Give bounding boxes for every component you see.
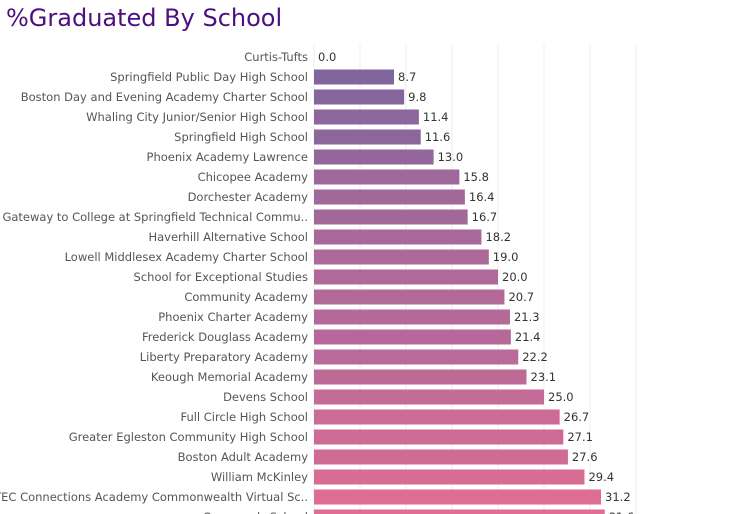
value-label: 9.8 [408,90,426,104]
bar[interactable] [314,249,489,265]
category-label: Springfield High School [174,130,308,144]
category-label: School for Exceptional Studies [134,270,308,284]
value-label: 13.0 [438,150,464,164]
category-label: Dorchester Academy [188,190,309,204]
value-label: 15.8 [463,170,489,184]
value-label: 25.0 [548,390,574,404]
bar[interactable] [314,89,405,105]
category-label: Phoenix Academy Lawrence [147,150,308,164]
category-label: William McKinley [211,470,308,484]
category-label: Liberty Preparatory Academy [140,350,308,364]
category-label: Frederick Douglass Academy [142,330,308,344]
category-label: Full Circle High School [180,410,308,424]
category-label: Boston Day and Evening Academy Charter S… [21,90,308,104]
bar[interactable] [314,409,560,425]
value-label: 29.4 [588,470,614,484]
bar[interactable] [314,209,468,225]
value-label: 27.6 [572,450,598,464]
bar[interactable] [314,489,602,505]
value-label: 20.0 [502,270,528,284]
bar[interactable] [314,269,498,285]
bar[interactable] [314,109,419,125]
category-label: Crossroads School [203,510,308,514]
value-label: 16.7 [472,210,498,224]
value-label: 19.0 [493,250,519,264]
bar[interactable] [314,289,505,305]
value-label: 27.1 [567,430,593,444]
bar[interactable] [314,69,395,85]
bar[interactable] [314,329,511,345]
bar[interactable] [314,449,568,465]
value-label: 11.6 [425,130,451,144]
chart-title: %Graduated By School [6,4,283,32]
value-label: 21.4 [515,330,541,344]
category-label: Community Academy [184,290,308,304]
value-label: 8.7 [398,70,416,84]
value-label: 0.0 [318,50,336,64]
category-label: Whaling City Junior/Senior High School [86,110,308,124]
value-label: 22.2 [522,350,548,364]
bar[interactable] [314,189,465,205]
category-label: Curtis-Tufts [244,50,308,64]
value-label: 31.6 [609,510,635,514]
category-label: Greater Egleston Community High School [69,430,308,444]
value-label: 26.7 [564,410,590,424]
category-label: TEC Connections Academy Commonwealth Vir… [0,490,308,504]
bar[interactable] [314,469,585,485]
value-label: 21.3 [514,310,540,324]
value-label: 23.1 [531,370,557,384]
category-label: Chicopee Academy [198,170,309,184]
category-label: Boston Adult Academy [178,450,309,464]
bar[interactable] [314,129,421,145]
value-label: 20.7 [508,290,534,304]
bar[interactable] [314,509,605,514]
value-label: 16.4 [469,190,495,204]
bar[interactable] [314,309,510,325]
value-label: 11.4 [423,110,449,124]
bar[interactable] [314,429,564,445]
bar[interactable] [314,169,460,185]
value-label: 31.2 [605,490,631,504]
bar[interactable] [314,369,527,385]
category-label: Lowell Middlesex Academy Charter School [65,250,308,264]
category-label: Gateway to College at Springfield Techni… [2,210,308,224]
value-label: 18.2 [485,230,511,244]
bar[interactable] [314,149,434,165]
category-label: Keough Memorial Academy [151,370,308,384]
category-label: Springfield Public Day High School [110,70,308,84]
category-label: Devens School [223,390,308,404]
bar[interactable] [314,229,482,245]
category-label: Haverhill Alternative School [148,230,308,244]
bar[interactable] [314,349,519,365]
bar[interactable] [314,389,544,405]
category-label: Phoenix Charter Academy [158,310,308,324]
